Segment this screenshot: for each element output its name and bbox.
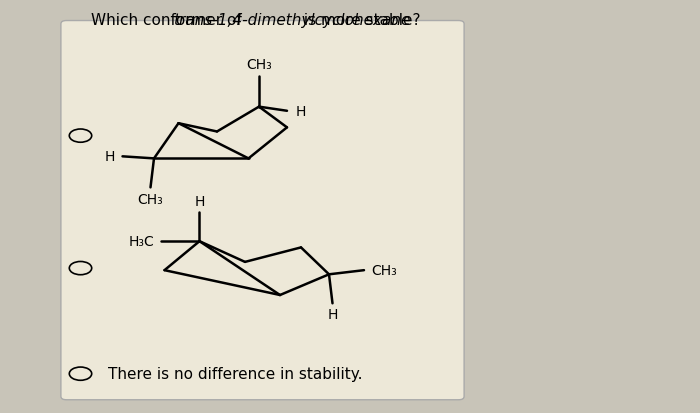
Text: H: H [328,308,337,322]
Text: H₃C: H₃C [128,235,154,249]
Text: CH₃: CH₃ [138,193,163,207]
FancyBboxPatch shape [61,21,464,400]
Text: H: H [295,104,306,119]
Text: H: H [105,150,116,164]
Text: H: H [195,195,204,209]
Text: is more stable?: is more stable? [300,13,421,28]
Text: CH₃: CH₃ [246,57,272,71]
Text: CH₃: CH₃ [371,263,397,278]
Text: trans-1,4-dimethylcyclohexane: trans-1,4-dimethylcyclohexane [174,13,411,28]
Text: There is no difference in stability.: There is no difference in stability. [108,366,363,381]
Text: Which conformer of: Which conformer of [91,13,246,28]
